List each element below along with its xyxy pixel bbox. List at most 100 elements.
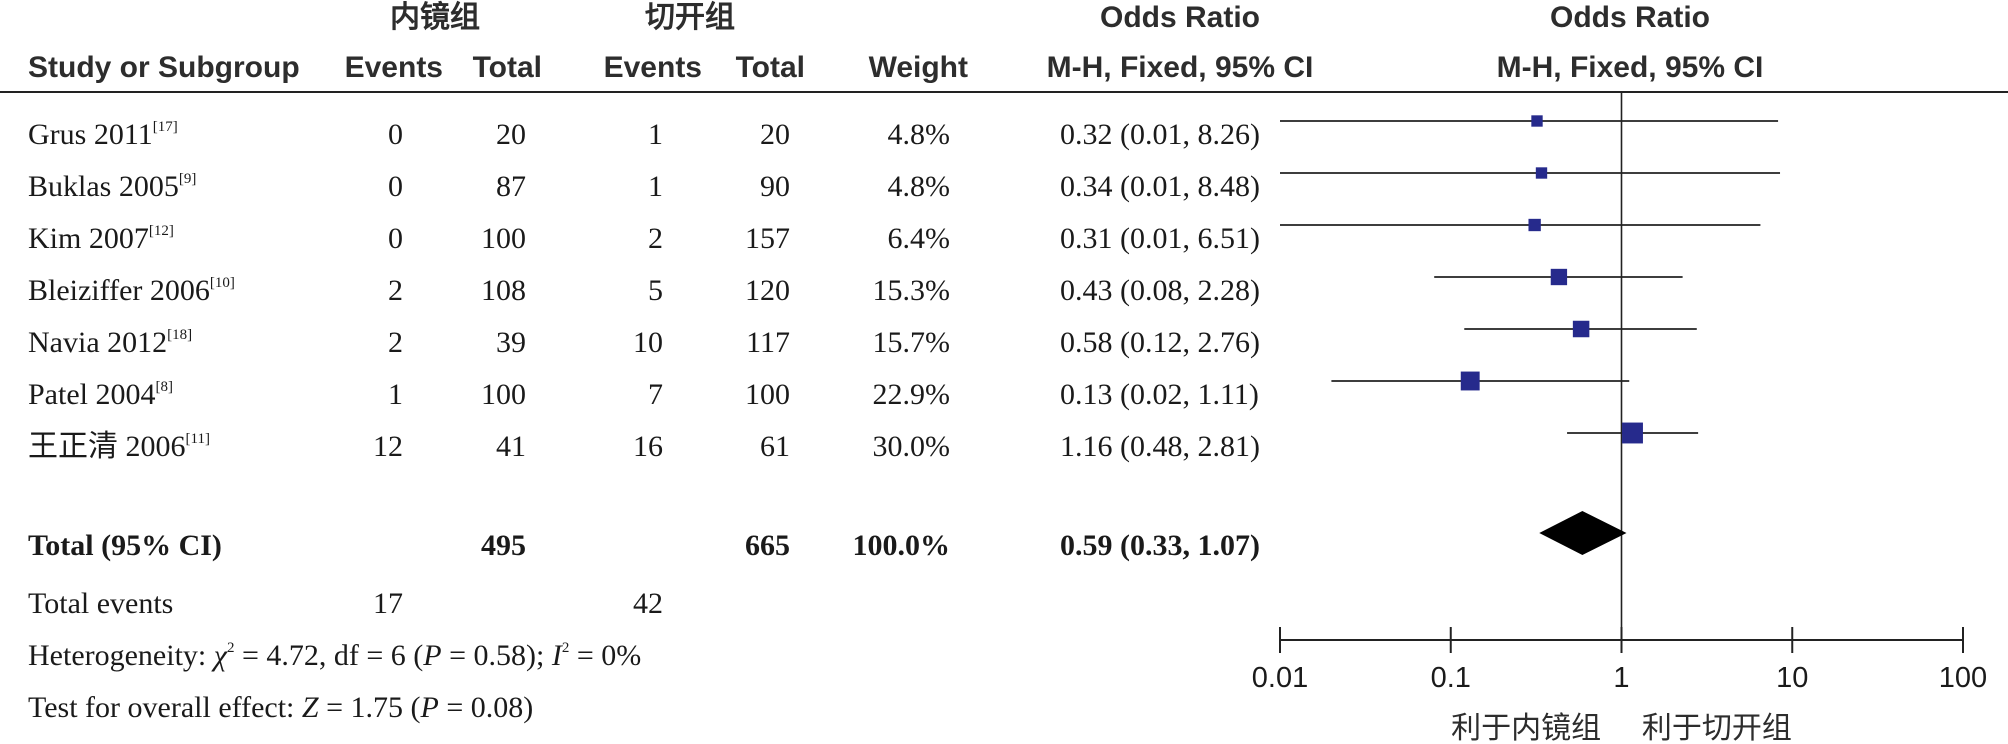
study-marker [1528, 218, 1541, 232]
study-reference: [17] [152, 119, 178, 135]
study-events-group1: 0 [388, 222, 403, 255]
overall-effect-text: Test for overall effect: Z = 1.75 (P = 0… [28, 691, 534, 724]
study-events-group1: 1 [388, 378, 403, 411]
study-events-group2: 5 [648, 274, 663, 307]
study-events-group2: 1 [648, 118, 663, 151]
study-name-text: Kim 2007 [28, 222, 149, 255]
study-total-group2: 20 [760, 118, 790, 151]
study-reference: [11] [185, 431, 210, 447]
study-marker [1622, 422, 1643, 444]
study-ci: 0.32 (0.01, 8.26) [1060, 118, 1260, 151]
pooled-diamond [1539, 511, 1627, 555]
study-ci: 0.31 (0.01, 6.51) [1060, 222, 1260, 255]
study-marker [1531, 115, 1543, 127]
total-weight: 100.0% [852, 529, 951, 562]
events2-column-header: Events [603, 51, 702, 84]
study-weight: 4.8% [887, 170, 951, 203]
study-name-text: Patel 2004 [28, 378, 156, 411]
events1-column-header: Events [344, 51, 443, 84]
x-tick-label: 0.01 [1252, 662, 1308, 694]
study-events-group1: 12 [373, 430, 403, 463]
total-label: Total (95% CI) [28, 529, 222, 562]
study-marker [1550, 268, 1568, 286]
study-name: Patel 2004[8] [28, 377, 173, 413]
study-events-group2: 1 [648, 170, 663, 203]
total-ci: 0.59 (0.33, 1.07) [1060, 529, 1260, 562]
method-header-right: M-H, Fixed, 95% CI [1496, 51, 1764, 84]
total2-column-header: Total [735, 51, 805, 84]
group1-header: 内镜组 [390, 1, 480, 34]
study-weight: 15.3% [872, 274, 951, 307]
total-events-label: Total events [28, 587, 174, 620]
study-ci: 1.16 (0.48, 2.81) [1060, 430, 1260, 463]
study-marker [1572, 320, 1590, 338]
study-name-text: Navia 2012 [28, 326, 168, 359]
study-events-group1: 2 [388, 274, 403, 307]
study-name-text: 王正清 2006 [28, 430, 186, 463]
study-total-group2: 117 [746, 326, 790, 359]
study-column-header: Study or Subgroup [28, 51, 300, 84]
odds-ratio-header-right: Odds Ratio [1549, 1, 1710, 34]
study-weight: 30.0% [872, 430, 951, 463]
study-name: Navia 2012[18] [28, 325, 192, 361]
x-tick-label: 100 [1939, 662, 1987, 694]
study-total-group1: 41 [496, 430, 526, 463]
study-ci: 0.13 (0.02, 1.11) [1060, 378, 1259, 411]
study-weight: 6.4% [887, 222, 951, 255]
study-events-group1: 0 [388, 118, 403, 151]
study-total-group2: 61 [760, 430, 790, 463]
header-rule [0, 91, 2008, 93]
study-reference: [12] [148, 223, 174, 239]
study-total-group1: 108 [481, 274, 526, 307]
total-group1: 495 [481, 529, 526, 562]
study-ci: 0.58 (0.12, 2.76) [1060, 326, 1260, 359]
study-events-group2: 2 [648, 222, 663, 255]
study-name: 王正清 2006[11] [28, 429, 210, 465]
study-events-group1: 0 [388, 170, 403, 203]
study-ci: 0.34 (0.01, 8.48) [1060, 170, 1260, 203]
study-marker [1535, 167, 1548, 179]
study-weight: 22.9% [872, 378, 951, 411]
study-ci: 0.43 (0.08, 2.28) [1060, 274, 1260, 307]
study-name-text: Buklas 2005 [28, 170, 179, 203]
study-total-group2: 120 [745, 274, 790, 307]
study-total-group1: 87 [496, 170, 526, 203]
study-total-group2: 90 [760, 170, 790, 203]
study-total-group1: 100 [481, 378, 526, 411]
study-reference: [9] [178, 171, 197, 187]
study-name-text: Bleiziffer 2006 [28, 274, 210, 307]
study-name: Grus 2011[17] [28, 117, 178, 153]
odds-ratio-header-left: Odds Ratio [1099, 1, 1260, 34]
study-name: Buklas 2005[9] [28, 169, 196, 205]
x-tick-label: 10 [1776, 662, 1808, 694]
study-name: Kim 2007[12] [28, 221, 174, 257]
method-header-left: M-H, Fixed, 95% CI [1046, 51, 1314, 84]
study-name: Bleiziffer 2006[10] [28, 273, 235, 309]
favours-left-label: 利于内镜组 [1451, 711, 1601, 744]
study-name-text: Grus 2011 [28, 118, 153, 151]
total1-column-header: Total [472, 51, 542, 84]
x-tick-label: 1 [1613, 662, 1629, 694]
study-events-group2: 16 [633, 430, 663, 463]
total-events-group1: 17 [373, 587, 403, 620]
heterogeneity-text: Heterogeneity: χ2 = 4.72, df = 6 (P = 0.… [28, 639, 642, 672]
study-reference: [10] [209, 275, 235, 291]
study-events-group2: 7 [648, 378, 663, 411]
study-marker [1460, 371, 1480, 391]
study-total-group1: 100 [481, 222, 526, 255]
study-total-group2: 157 [745, 222, 790, 255]
total-events-group2: 42 [633, 587, 663, 620]
group2-header: 切开组 [645, 1, 735, 34]
study-reference: [18] [167, 327, 193, 343]
x-tick-label: 0.1 [1431, 662, 1471, 694]
study-weight: 4.8% [887, 118, 951, 151]
study-total-group2: 100 [745, 378, 790, 411]
study-weight: 15.7% [872, 326, 951, 359]
weight-column-header: Weight [868, 51, 968, 84]
study-total-group1: 39 [496, 326, 526, 359]
study-total-group1: 20 [496, 118, 526, 151]
study-reference: [8] [155, 379, 174, 395]
favours-right-label: 利于切开组 [1642, 711, 1792, 744]
study-events-group1: 2 [388, 326, 403, 359]
